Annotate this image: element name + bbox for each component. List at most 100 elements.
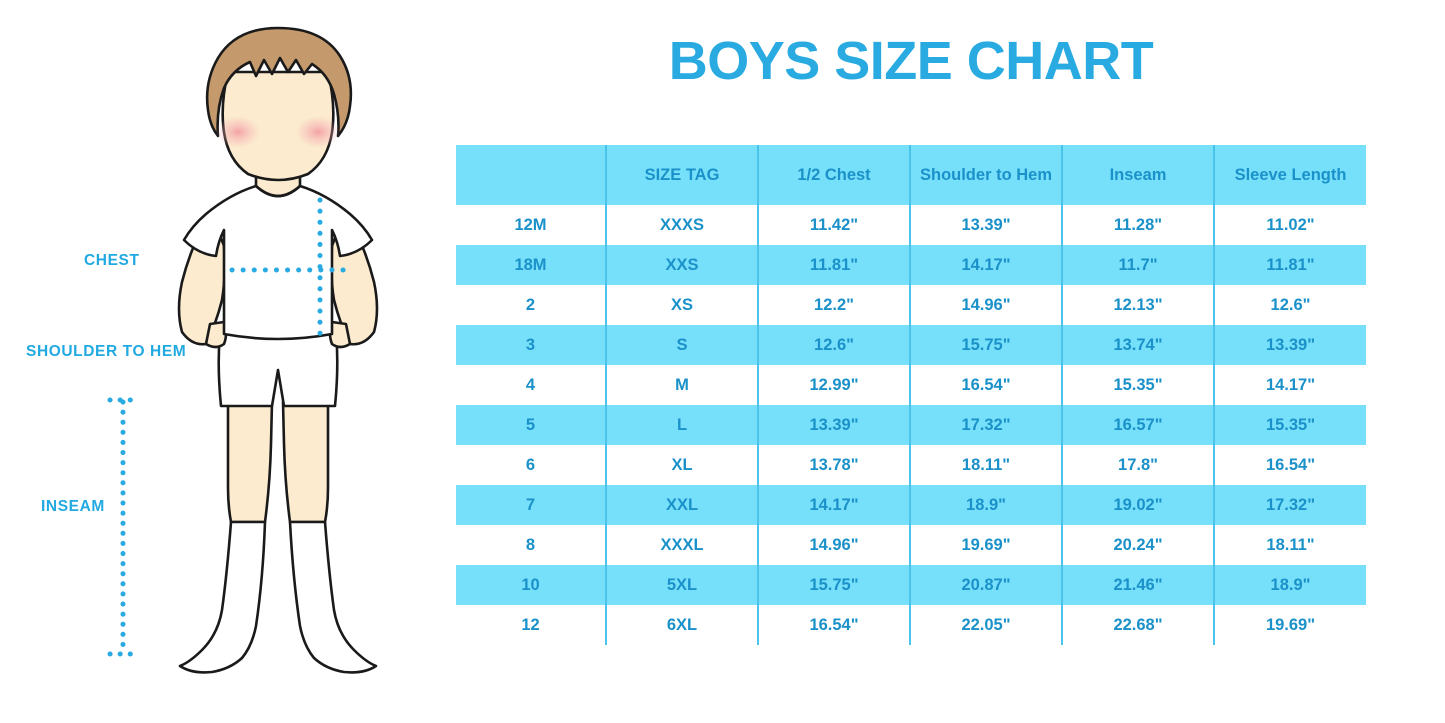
shorts — [217, 330, 339, 408]
table-row: 5 L 13.39" 17.32" 16.57" 15.35" — [456, 405, 1366, 445]
size-cell: 6 — [456, 445, 606, 485]
table-row: 10 5XL 15.75" 20.87" 21.46" 18.9" — [456, 565, 1366, 605]
measurement-cell: 19.69" — [1213, 605, 1366, 645]
measurement-cell: 14.17" — [757, 485, 910, 525]
size-chart-table-container: SIZE TAG 1/2 Chest Shoulder to Hem Inseam Sl… — [456, 145, 1366, 645]
size-cell: 12M — [456, 205, 606, 245]
table-row: 8 XXXL 14.96" 19.69" 20.24" 18.11" — [456, 525, 1366, 565]
left-blush — [216, 116, 260, 148]
size-cell: 4 — [456, 365, 606, 405]
measurement-cell: 13.39" — [757, 405, 910, 445]
measurement-cell: 11.81" — [757, 245, 910, 285]
size-cell: 7 — [456, 485, 606, 525]
measurement-cell: 17.32" — [909, 405, 1062, 445]
measurement-cell: 14.17" — [909, 245, 1062, 285]
measurement-cell: 15.35" — [1213, 405, 1366, 445]
size-cell: 5 — [456, 405, 606, 445]
measurement-cell: 20.24" — [1061, 525, 1214, 565]
measurement-cell: 17.32" — [1213, 485, 1366, 525]
measurement-cell: 11.02" — [1213, 205, 1366, 245]
chest-label: CHEST — [84, 252, 140, 269]
measurement-cell: 16.54" — [909, 365, 1062, 405]
column-header: Inseam — [1061, 145, 1214, 205]
measurement-cell: XXXL — [605, 525, 758, 565]
table-row: 12 6XL 16.54" 22.05" 22.68" 19.69" — [456, 605, 1366, 645]
measurement-cell: 18.11" — [1213, 525, 1366, 565]
measurement-cell: XS — [605, 285, 758, 325]
measurement-cell: 14.17" — [1213, 365, 1366, 405]
measurement-cell: 12.6" — [757, 325, 910, 365]
hair — [205, 26, 353, 138]
size-cell: 2 — [456, 285, 606, 325]
measurement-cell: 12.2" — [757, 285, 910, 325]
page-title: BOYS SIZE CHART — [668, 31, 1154, 91]
table-header-row: SIZE TAG 1/2 Chest Shoulder to Hem Inseam Sl… — [456, 145, 1366, 205]
measurement-cell: 22.05" — [909, 605, 1062, 645]
measurement-cell: 11.42" — [757, 205, 910, 245]
measurement-cell: XXXS — [605, 205, 758, 245]
illustration-panel: CHEST SHOULDER TO HEM INSEAM — [0, 0, 456, 723]
measurement-cell: 18.9" — [1213, 565, 1366, 605]
column-header: Shoulder to Hem — [909, 145, 1062, 205]
measurement-cell: 19.69" — [909, 525, 1062, 565]
table-row: 3 S 12.6" 15.75" 13.74" 13.39" — [456, 325, 1366, 365]
inseam-measure-guide — [107, 397, 139, 657]
table-row: 18M XXS 11.81" 14.17" 11.7" 11.81" — [456, 245, 1366, 285]
measurement-cell: 20.87" — [909, 565, 1062, 605]
measurement-cell: 13.74" — [1061, 325, 1214, 365]
measurement-cell: 16.57" — [1061, 405, 1214, 445]
measurement-cell: 11.28" — [1061, 205, 1214, 245]
left-sock — [178, 520, 267, 674]
measurement-cell: L — [605, 405, 758, 445]
size-cell: 3 — [456, 325, 606, 365]
size-chart-table: SIZE TAG 1/2 Chest Shoulder to Hem Inseam Sl… — [456, 145, 1366, 645]
table-row: 2 XS 12.2" 14.96" 12.13" 12.6" — [456, 285, 1366, 325]
right-sock — [288, 520, 378, 674]
inseam-label: INSEAM — [41, 498, 105, 515]
measurement-cell: 17.8" — [1061, 445, 1214, 485]
measurement-cell: 13.39" — [909, 205, 1062, 245]
table-row: 7 XXL 14.17" 18.9" 19.02" 17.32" — [456, 485, 1366, 525]
measurement-cell: 15.75" — [757, 565, 910, 605]
measurement-cell: 18.9" — [909, 485, 1062, 525]
measurement-cell: 15.35" — [1061, 365, 1214, 405]
measurement-cell: 18.11" — [909, 445, 1062, 485]
size-cell: 12 — [456, 605, 606, 645]
table-row: 4 M 12.99" 16.54" 15.35" 14.17" — [456, 365, 1366, 405]
boy-figure-illustration — [177, 26, 379, 674]
tshirt-collar — [254, 184, 302, 198]
measurement-cell: XXS — [605, 245, 758, 285]
size-cell: 10 — [456, 565, 606, 605]
measurement-cell: 14.96" — [757, 525, 910, 565]
measurement-cell: 22.68" — [1061, 605, 1214, 645]
measurement-cell: 14.96" — [909, 285, 1062, 325]
measurement-cell: 15.75" — [909, 325, 1062, 365]
size-cell: 18M — [456, 245, 606, 285]
left-thigh — [226, 400, 274, 524]
measurement-cell: XL — [605, 445, 758, 485]
measurement-cell: 13.78" — [757, 445, 910, 485]
column-header-blank — [456, 145, 606, 205]
measurement-cell: 11.7" — [1061, 245, 1214, 285]
measurement-cell: 12.6" — [1213, 285, 1366, 325]
tshirt — [182, 184, 374, 341]
measurement-cell: 12.13" — [1061, 285, 1214, 325]
column-header: SIZE TAG — [605, 145, 758, 205]
measurement-cell: 19.02" — [1061, 485, 1214, 525]
measurement-cell: M — [605, 365, 758, 405]
table-row: 6 XL 13.78" 18.11" 17.8" 16.54" — [456, 445, 1366, 485]
column-header: 1/2 Chest — [757, 145, 910, 205]
measurement-cell: 5XL — [605, 565, 758, 605]
measurement-cell: 16.54" — [1213, 445, 1366, 485]
column-header: Sleeve Length — [1213, 145, 1366, 205]
measurement-cell: 11.81" — [1213, 245, 1366, 285]
measurement-cell: 6XL — [605, 605, 758, 645]
measurement-cell: 21.46" — [1061, 565, 1214, 605]
size-cell: 8 — [456, 525, 606, 565]
right-blush — [296, 116, 340, 148]
shoulder-to-hem-label: SHOULDER TO HEM — [26, 343, 187, 360]
measurement-cell: S — [605, 325, 758, 365]
table-body: 12M XXXS 11.42" 13.39" 11.28" 11.02" 18M XXS 11.… — [456, 205, 1366, 645]
measurement-cell: XXL — [605, 485, 758, 525]
measurement-cell: 16.54" — [757, 605, 910, 645]
